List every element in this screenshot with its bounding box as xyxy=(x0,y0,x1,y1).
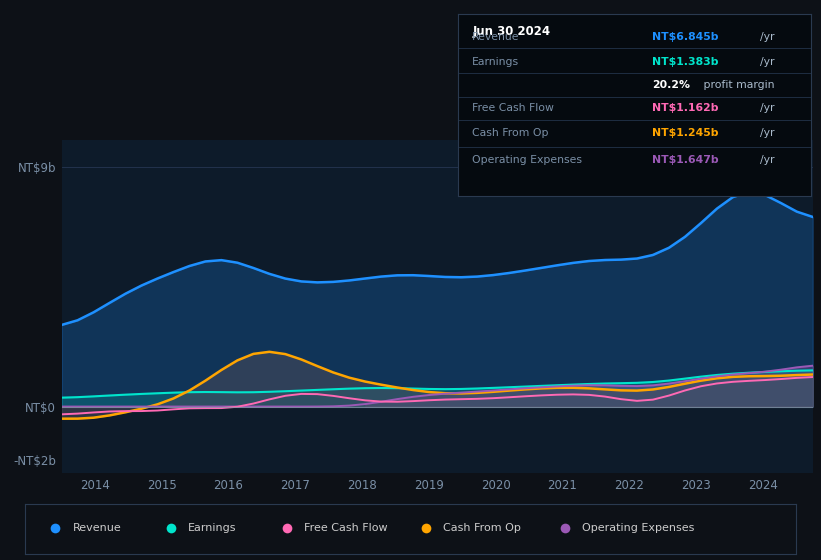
Text: Revenue: Revenue xyxy=(72,523,122,533)
Text: Earnings: Earnings xyxy=(472,57,520,67)
Text: NT$1.383b: NT$1.383b xyxy=(653,57,718,67)
Text: Jun 30 2024: Jun 30 2024 xyxy=(472,25,550,38)
Text: /yr: /yr xyxy=(760,128,774,138)
Text: NT$1.245b: NT$1.245b xyxy=(653,128,718,138)
Text: Free Cash Flow: Free Cash Flow xyxy=(472,102,554,113)
Text: /yr: /yr xyxy=(760,155,774,165)
Text: /yr: /yr xyxy=(760,102,774,113)
Text: /yr: /yr xyxy=(760,57,774,67)
Text: Cash From Op: Cash From Op xyxy=(443,523,521,533)
Text: Operating Expenses: Operating Expenses xyxy=(472,155,582,165)
Text: Earnings: Earnings xyxy=(188,523,236,533)
Text: Operating Expenses: Operating Expenses xyxy=(582,523,695,533)
Text: Revenue: Revenue xyxy=(472,32,520,42)
Text: NT$1.162b: NT$1.162b xyxy=(653,102,718,113)
Text: profit margin: profit margin xyxy=(700,80,774,90)
Text: Cash From Op: Cash From Op xyxy=(472,128,548,138)
Text: 20.2%: 20.2% xyxy=(653,80,690,90)
Text: NT$1.647b: NT$1.647b xyxy=(653,155,719,165)
Text: /yr: /yr xyxy=(760,32,774,42)
Text: Free Cash Flow: Free Cash Flow xyxy=(304,523,388,533)
Text: NT$6.845b: NT$6.845b xyxy=(653,32,718,42)
